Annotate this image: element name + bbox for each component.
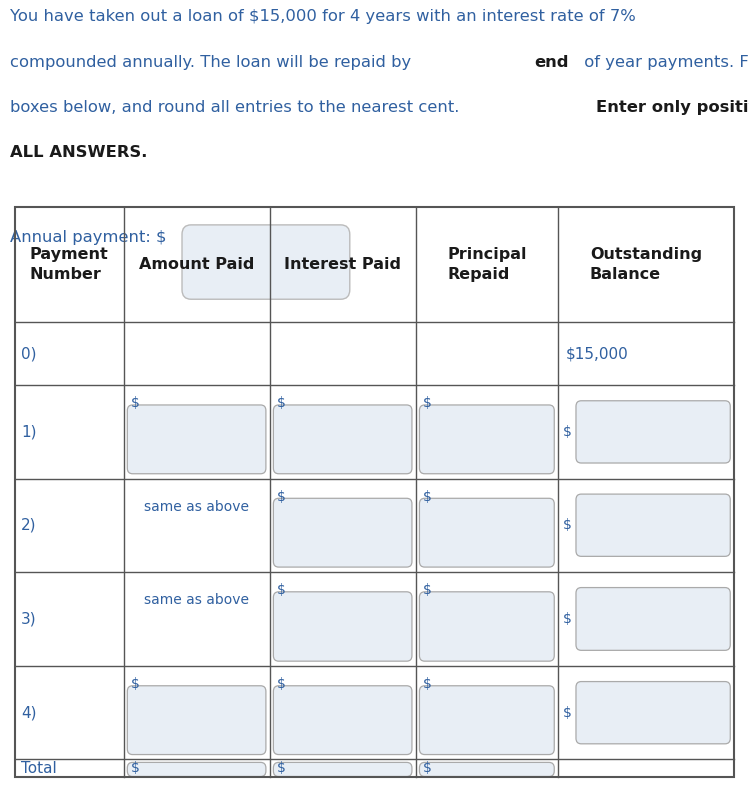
FancyBboxPatch shape [127,686,266,755]
Bar [15,207,734,777]
Text: compounded annually. The loan will be repaid by: compounded annually. The loan will be re… [10,55,416,70]
FancyBboxPatch shape [576,682,730,744]
Text: Amount Paid: Amount Paid [139,257,255,272]
FancyBboxPatch shape [576,401,730,463]
Text: $: $ [423,762,432,775]
FancyBboxPatch shape [419,498,554,567]
FancyBboxPatch shape [576,588,730,650]
Text: 1): 1) [21,425,37,439]
Text: ALL ANSWERS.: ALL ANSWERS. [10,145,147,160]
FancyBboxPatch shape [127,763,266,777]
Text: $: $ [562,518,571,532]
Text: $: $ [423,396,432,411]
Text: same as above: same as above [144,500,249,513]
Text: $: $ [423,490,432,504]
Text: Total: Total [21,761,57,775]
Text: 0): 0) [21,346,37,361]
Text: of year payments. Fill in all the: of year payments. Fill in all the [579,55,749,70]
Text: Interest Paid: Interest Paid [284,257,401,272]
Text: Principal
Repaid: Principal Repaid [447,248,527,282]
Text: $: $ [277,762,286,775]
Text: $: $ [131,396,140,411]
FancyBboxPatch shape [419,763,554,777]
FancyBboxPatch shape [273,686,412,755]
Text: Outstanding
Balance: Outstanding Balance [590,248,702,282]
Text: $15,000: $15,000 [565,346,628,361]
Text: same as above: same as above [144,593,249,607]
Text: $: $ [423,677,432,691]
FancyBboxPatch shape [273,405,412,474]
Text: $: $ [562,706,571,720]
FancyBboxPatch shape [182,225,350,299]
FancyBboxPatch shape [576,494,730,556]
FancyBboxPatch shape [419,405,554,474]
Text: $: $ [131,677,140,691]
FancyBboxPatch shape [127,405,266,474]
FancyBboxPatch shape [273,498,412,567]
Text: $: $ [277,490,286,504]
Text: You have taken out a loan of $15,000 for 4 years with an interest rate of 7%: You have taken out a loan of $15,000 for… [10,9,635,25]
Text: $: $ [423,583,432,597]
FancyBboxPatch shape [419,592,554,661]
FancyBboxPatch shape [273,763,412,777]
Text: Annual payment: $: Annual payment: $ [10,230,166,245]
Text: 2): 2) [21,518,37,532]
Text: 3): 3) [21,611,37,626]
Text: $: $ [562,612,571,626]
Text: $: $ [277,677,286,691]
Text: $: $ [277,583,286,597]
Text: $: $ [131,762,140,775]
Text: end: end [534,55,568,70]
Text: $: $ [277,396,286,411]
Text: boxes below, and round all entries to the nearest cent.: boxes below, and round all entries to th… [10,100,464,115]
Text: 4): 4) [21,706,37,720]
FancyBboxPatch shape [419,686,554,755]
Text: Payment
Number: Payment Number [30,248,109,282]
FancyBboxPatch shape [273,592,412,661]
Text: $: $ [562,425,571,439]
Text: Enter only positive values for: Enter only positive values for [596,100,749,115]
